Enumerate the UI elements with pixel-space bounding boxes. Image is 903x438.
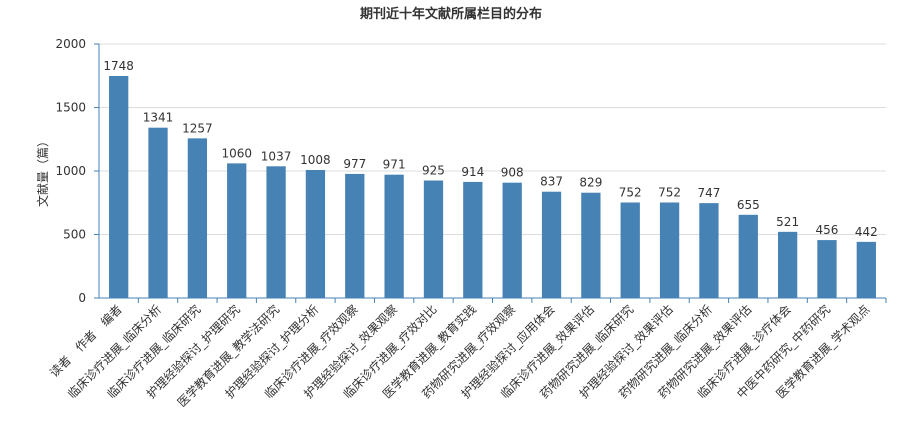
bar (305, 169, 326, 298)
bar-value-label: 655 (737, 198, 760, 212)
bar (423, 180, 444, 298)
bar-value-label: 829 (579, 176, 602, 190)
bar-value-label: 521 (776, 215, 799, 229)
bar-value-label: 925 (422, 164, 445, 178)
bar (699, 203, 719, 298)
bar (581, 192, 601, 298)
bar (502, 182, 522, 298)
bar-value-label: 1008 (300, 153, 331, 167)
x-tick-label: 读者 作者 编者 (46, 302, 124, 380)
bar-value-label: 837 (540, 175, 563, 189)
bar-value-label: 1037 (261, 149, 292, 163)
bar (777, 231, 798, 298)
bar (187, 138, 208, 298)
chart-title: 期刊近十年文献所属栏目的分布 (360, 6, 542, 22)
bar-value-label: 1748 (103, 59, 134, 73)
bar-value-label: 977 (343, 157, 366, 171)
y-tick-label: 1500 (55, 101, 86, 115)
bar (266, 166, 286, 298)
axis-layer: 0 500 1000 1500 2000 (55, 37, 887, 305)
y-tick-label: 0 (78, 291, 86, 305)
bar (620, 202, 640, 298)
y-tick-label: 1000 (55, 164, 86, 178)
bar-value-label: 1060 (221, 146, 252, 160)
bar-value-label: 442 (855, 225, 878, 239)
bar (227, 163, 247, 298)
bar-value-label: 971 (383, 158, 406, 172)
bar (345, 173, 365, 298)
bar-value-label: 752 (619, 185, 642, 199)
bar (817, 240, 837, 298)
bar (856, 241, 876, 298)
y-tick-label: 2000 (55, 37, 86, 51)
bar-value-label: 747 (697, 186, 720, 200)
bar (384, 174, 404, 298)
bar (659, 202, 680, 298)
bar-layer (109, 76, 876, 299)
bar (148, 127, 168, 299)
bar-value-label: 456 (816, 223, 839, 237)
bar-value-label: 1341 (143, 111, 174, 125)
bar-value-label: 1257 (182, 121, 213, 135)
bar-value-label: 908 (501, 166, 524, 180)
bar-value-label: 752 (658, 185, 681, 199)
grid-layer (99, 43, 886, 235)
y-tick-label: 500 (63, 228, 86, 242)
bar (109, 76, 129, 298)
bar (541, 191, 562, 298)
bar (463, 181, 483, 298)
y-axis-label: 文献量（篇） (35, 135, 50, 207)
bar (738, 214, 758, 298)
bar-value-label: 914 (461, 165, 484, 179)
